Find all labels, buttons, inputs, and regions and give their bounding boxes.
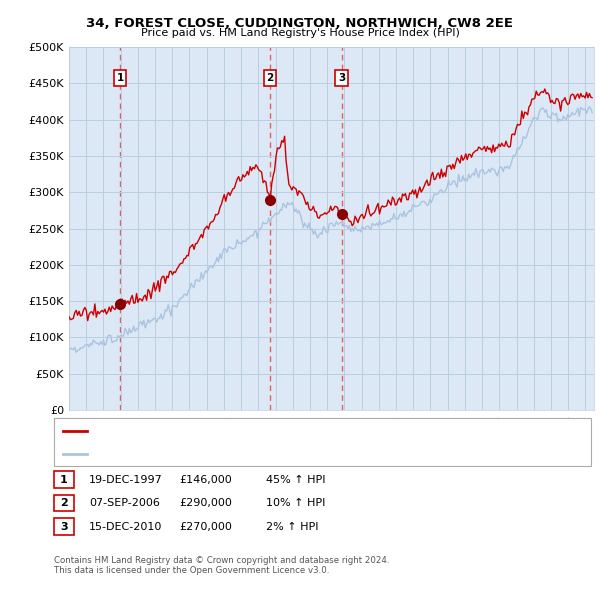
Text: £270,000: £270,000 (179, 522, 232, 532)
Text: 07-SEP-2006: 07-SEP-2006 (89, 498, 160, 508)
Text: 34, FOREST CLOSE, CUDDINGTON, NORTHWICH, CW8 2EE: 34, FOREST CLOSE, CUDDINGTON, NORTHWICH,… (86, 17, 514, 30)
Text: 3: 3 (338, 73, 345, 83)
Text: 45% ↑ HPI: 45% ↑ HPI (266, 474, 325, 484)
Text: 1: 1 (116, 73, 124, 83)
Text: 15-DEC-2010: 15-DEC-2010 (89, 522, 162, 532)
Text: 10% ↑ HPI: 10% ↑ HPI (266, 498, 325, 508)
Text: 2% ↑ HPI: 2% ↑ HPI (266, 522, 319, 532)
Text: £290,000: £290,000 (179, 498, 232, 508)
Text: £146,000: £146,000 (179, 474, 232, 484)
Text: 3: 3 (60, 522, 68, 532)
Text: Price paid vs. HM Land Registry's House Price Index (HPI): Price paid vs. HM Land Registry's House … (140, 28, 460, 38)
Text: 2: 2 (60, 498, 68, 508)
Text: 2: 2 (266, 73, 274, 83)
Text: HPI: Average price, detached house, Cheshire West and Chester: HPI: Average price, detached house, Ches… (95, 449, 409, 459)
Text: Contains HM Land Registry data © Crown copyright and database right 2024.
This d: Contains HM Land Registry data © Crown c… (54, 556, 389, 575)
Text: 34, FOREST CLOSE, CUDDINGTON, NORTHWICH, CW8 2EE (detached house): 34, FOREST CLOSE, CUDDINGTON, NORTHWICH,… (95, 426, 467, 436)
Text: 1: 1 (60, 474, 68, 484)
Text: 19-DEC-1997: 19-DEC-1997 (89, 474, 163, 484)
